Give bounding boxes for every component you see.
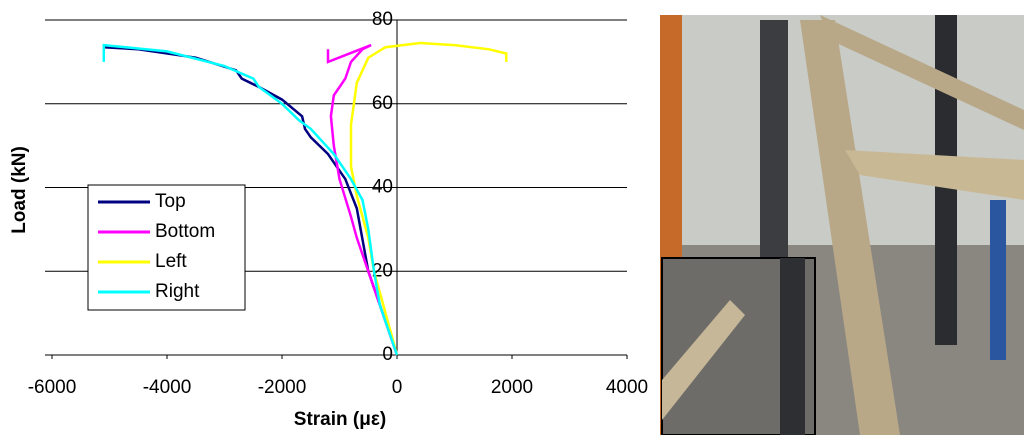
y-axis-title: Load (kN) xyxy=(9,146,30,234)
y-tick-label: 80 xyxy=(372,9,393,30)
y-tick-label: 40 xyxy=(372,177,393,198)
legend-label: Bottom xyxy=(155,221,215,242)
x-tick-label: 0 xyxy=(392,377,403,398)
x-tick-label: -4000 xyxy=(143,377,192,398)
x-tick-label: 2000 xyxy=(491,377,533,398)
y-tick-label: 60 xyxy=(372,93,393,114)
figure: Strain (με) Load (kN) 020406080-6000-400… xyxy=(0,0,1024,435)
page: {"chart_data":{"type":"line","x_label":"… xyxy=(0,0,1024,435)
x-tick-label: -2000 xyxy=(258,377,307,398)
legend-label: Left xyxy=(155,251,187,272)
y-tick-label: 0 xyxy=(382,344,393,365)
x-tick-label: 4000 xyxy=(606,377,648,398)
legend-label: Top xyxy=(155,191,186,212)
photo xyxy=(660,15,1024,435)
x-tick-label: -6000 xyxy=(28,377,77,398)
series-line xyxy=(351,43,506,355)
x-axis-title: Strain (με) xyxy=(294,409,386,430)
legend-label: Right xyxy=(155,281,200,302)
